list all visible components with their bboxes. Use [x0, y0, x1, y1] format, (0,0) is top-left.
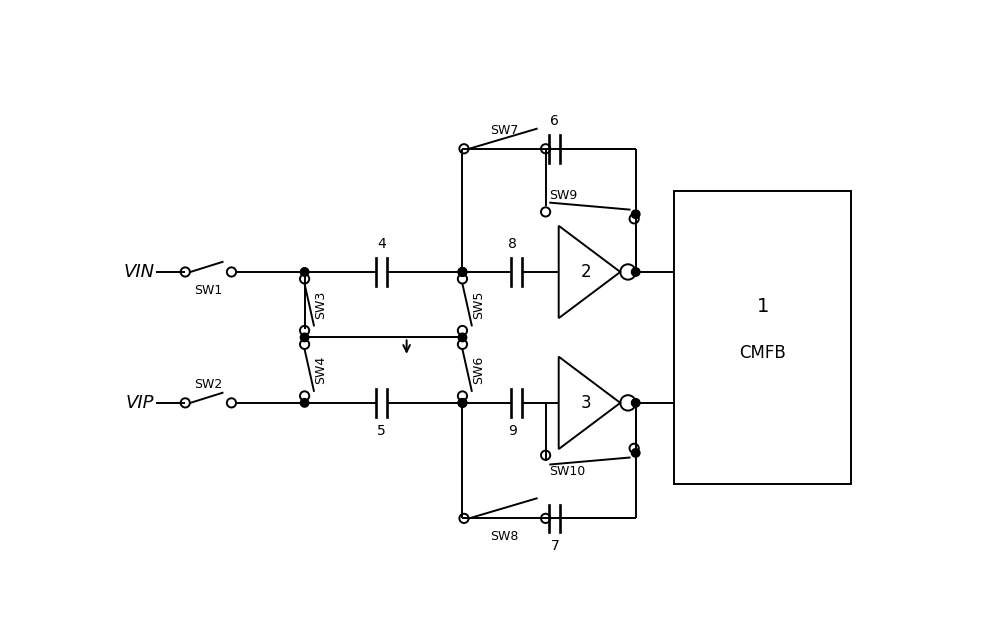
Text: SW1: SW1 [194, 284, 222, 296]
Text: CMFB: CMFB [739, 344, 786, 362]
Circle shape [300, 399, 309, 407]
Circle shape [458, 267, 467, 276]
Text: SW9: SW9 [549, 189, 578, 202]
Bar [674, 191, 851, 484]
Circle shape [300, 333, 309, 341]
Text: 3: 3 [580, 394, 591, 412]
Circle shape [458, 399, 467, 407]
Text: 8: 8 [508, 237, 517, 251]
Text: VIP: VIP [126, 394, 154, 412]
Text: SW7: SW7 [491, 124, 519, 137]
Text: SW4: SW4 [314, 356, 327, 385]
Text: SW8: SW8 [491, 530, 519, 543]
Circle shape [458, 333, 467, 341]
Text: 1: 1 [757, 297, 769, 316]
Circle shape [458, 399, 467, 407]
Circle shape [631, 210, 640, 219]
Circle shape [458, 267, 467, 276]
Text: VIN: VIN [123, 263, 154, 281]
Circle shape [300, 267, 309, 276]
Text: 6: 6 [550, 114, 559, 128]
Text: 5: 5 [377, 424, 386, 438]
Circle shape [631, 399, 640, 407]
Text: SW6: SW6 [472, 356, 485, 385]
Text: SW5: SW5 [472, 291, 485, 319]
Text: 9: 9 [508, 424, 517, 438]
Circle shape [631, 449, 640, 457]
Text: 7: 7 [550, 539, 559, 553]
Text: SW3: SW3 [314, 291, 327, 319]
Circle shape [458, 399, 467, 407]
Circle shape [631, 267, 640, 276]
Text: 2: 2 [580, 263, 591, 281]
Text: 4: 4 [377, 237, 386, 251]
Circle shape [458, 267, 467, 276]
Text: SW2: SW2 [194, 378, 222, 392]
Text: SW10: SW10 [549, 466, 586, 478]
